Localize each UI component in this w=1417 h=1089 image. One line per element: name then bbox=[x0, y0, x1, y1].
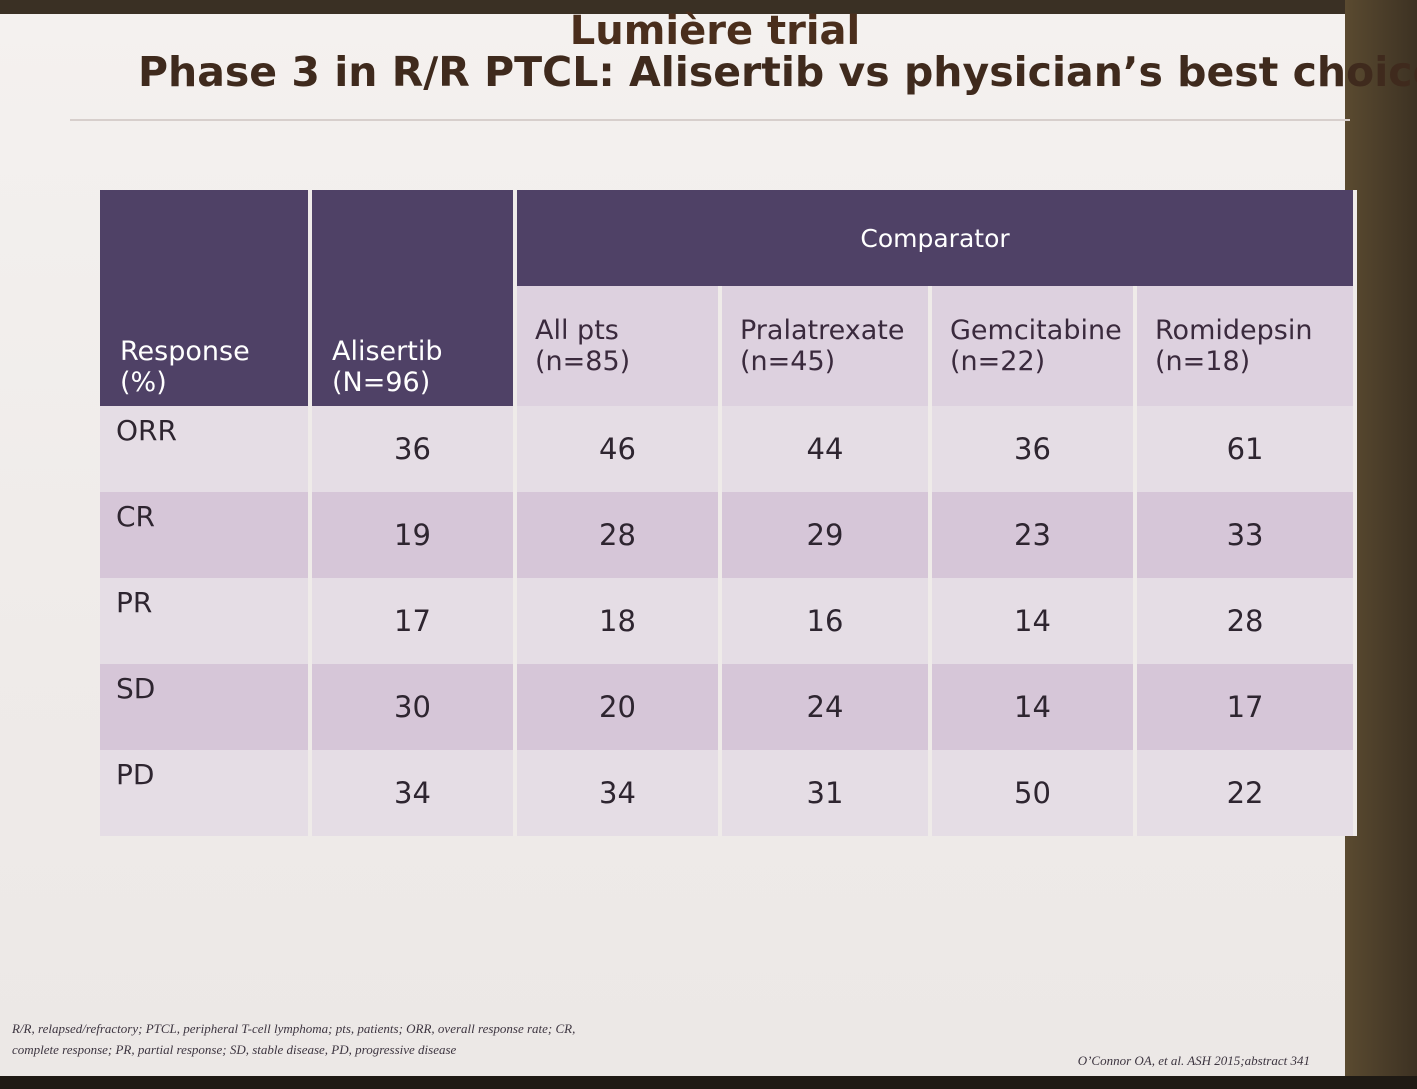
cell-alisertib: 30 bbox=[310, 664, 517, 750]
cell-romidepsin: 28 bbox=[1135, 578, 1358, 664]
comparator-header: Comparator bbox=[515, 190, 1358, 286]
row-label: PR bbox=[100, 578, 312, 664]
col-header-name: Pralatrexate bbox=[740, 315, 905, 346]
cell-gemcitabine: 36 bbox=[930, 406, 1137, 492]
row-label: ORR bbox=[100, 406, 312, 492]
col-header-romidepsin: Romidepsin (n=18) bbox=[1135, 286, 1358, 406]
reference-citation: O’Connor OA, et al. ASH 2015;abstract 34… bbox=[1077, 1053, 1310, 1068]
abbreviations-footnote: R/R, relapsed/refractory; PTCL, peripher… bbox=[12, 1018, 732, 1060]
alisertib-header: Alisertib (N=96) bbox=[310, 190, 517, 406]
table-header-row-sub: All pts (n=85) Pralatrexate (n=45) Gemci… bbox=[100, 286, 1358, 406]
cell-gemcitabine: 23 bbox=[930, 492, 1137, 578]
cell-gemcitabine: 50 bbox=[930, 750, 1137, 836]
row-label: SD bbox=[100, 664, 312, 750]
slide-title: Lumière trial bbox=[569, 8, 861, 54]
response-table: Response (%) Alisertib (N=96) Comparator… bbox=[100, 190, 1358, 836]
cell-alisertib: 34 bbox=[310, 750, 517, 836]
table-header-row-top: Response (%) Alisertib (N=96) Comparator bbox=[100, 190, 1358, 406]
col-header-n: (n=45) bbox=[740, 346, 836, 377]
col-header-gemcitabine: Gemcitabine (n=22) bbox=[930, 286, 1137, 406]
col-header-pralatrexate: Pralatrexate (n=45) bbox=[720, 286, 932, 406]
cell-gemcitabine: 14 bbox=[930, 664, 1137, 750]
projection-edge-right bbox=[1345, 0, 1417, 1089]
cell-all-pts: 34 bbox=[515, 750, 722, 836]
col-header-name: All pts bbox=[535, 315, 619, 346]
cell-romidepsin: 33 bbox=[1135, 492, 1358, 578]
cell-gemcitabine: 14 bbox=[930, 578, 1137, 664]
response-header-line1: Response bbox=[120, 336, 250, 367]
cell-romidepsin: 22 bbox=[1135, 750, 1358, 836]
projection-edge-bottom bbox=[0, 1076, 1417, 1089]
cell-all-pts: 46 bbox=[515, 406, 722, 492]
col-header-n: (n=18) bbox=[1155, 346, 1251, 377]
cell-all-pts: 20 bbox=[515, 664, 722, 750]
table-row-cr: CR 19 28 29 23 33 bbox=[100, 492, 1358, 578]
table-row-pr: PR 17 18 16 14 28 bbox=[100, 578, 1358, 664]
response-header-line2: (%) bbox=[120, 367, 167, 398]
cell-alisertib: 17 bbox=[310, 578, 517, 664]
row-label: CR bbox=[100, 492, 312, 578]
col-header-name: Gemcitabine bbox=[950, 315, 1122, 346]
cell-pralatrexate: 29 bbox=[720, 492, 932, 578]
cell-romidepsin: 17 bbox=[1135, 664, 1358, 750]
row-label: PD bbox=[100, 750, 312, 836]
table-row-pd: PD 34 34 31 50 22 bbox=[100, 750, 1358, 836]
response-header: Response (%) bbox=[100, 190, 312, 406]
alisertib-header-line2: (N=96) bbox=[332, 367, 431, 398]
footnote-line2: complete response; PR, partial response;… bbox=[12, 1042, 457, 1057]
title-divider bbox=[70, 119, 1350, 121]
col-header-n: (n=85) bbox=[535, 346, 631, 377]
col-header-all-pts: All pts (n=85) bbox=[515, 286, 722, 406]
table-row-sd: SD 30 20 24 14 17 bbox=[100, 664, 1358, 750]
cell-alisertib: 36 bbox=[310, 406, 517, 492]
cell-pralatrexate: 44 bbox=[720, 406, 932, 492]
cell-pralatrexate: 31 bbox=[720, 750, 932, 836]
cell-all-pts: 28 bbox=[515, 492, 722, 578]
cell-pralatrexate: 24 bbox=[720, 664, 932, 750]
col-header-n: (n=22) bbox=[950, 346, 1046, 377]
footnote-line1: R/R, relapsed/refractory; PTCL, peripher… bbox=[12, 1021, 576, 1036]
cell-alisertib: 19 bbox=[310, 492, 517, 578]
col-header-name: Romidepsin bbox=[1155, 315, 1313, 346]
cell-pralatrexate: 16 bbox=[720, 578, 932, 664]
cell-romidepsin: 61 bbox=[1135, 406, 1358, 492]
slide-subtitle: Phase 3 in R/R PTCL: Alisertib vs physic… bbox=[138, 48, 1417, 96]
alisertib-header-line1: Alisertib bbox=[332, 336, 443, 367]
table-row-orr: ORR 36 46 44 36 61 bbox=[100, 406, 1358, 492]
cell-all-pts: 18 bbox=[515, 578, 722, 664]
